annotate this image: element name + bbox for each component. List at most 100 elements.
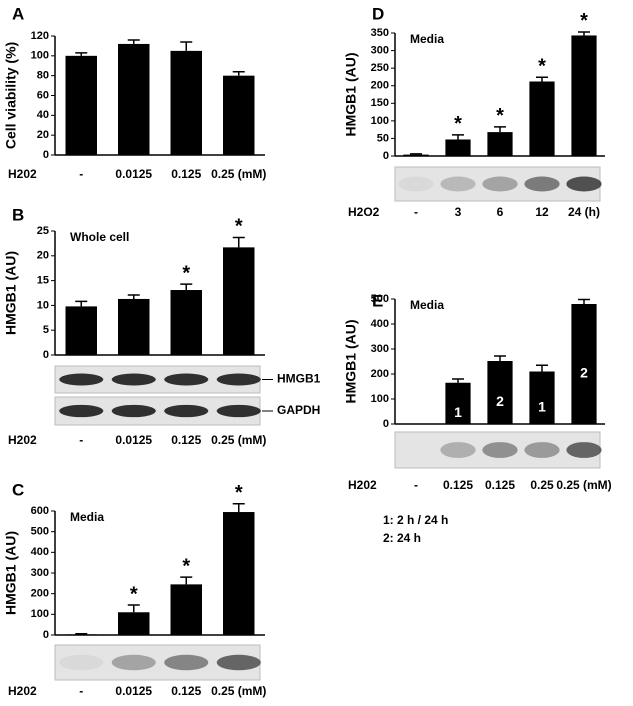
bar (403, 154, 429, 156)
panel-title: Media (410, 32, 444, 46)
x-axis-label: H202 (8, 433, 37, 447)
error-bar (127, 604, 140, 613)
panel-title: Media (70, 510, 104, 524)
error-bar (75, 300, 88, 307)
bar (223, 512, 255, 635)
error-bar (452, 134, 464, 140)
x-axis-label: H2O2 (348, 205, 380, 219)
y-tick-label: 400 (371, 318, 389, 330)
blot-band (111, 373, 156, 386)
x-tick-label: - (79, 684, 83, 698)
bar-label: 1 (538, 398, 546, 414)
y-tick-label: 100 (371, 115, 389, 127)
bar (571, 35, 597, 156)
y-tick-label: 300 (371, 44, 389, 56)
y-tick-label: 20 (37, 250, 49, 262)
bar (170, 290, 202, 355)
significance-marker: * (130, 583, 138, 605)
panel-title: Whole cell (70, 230, 129, 244)
note: 1: 2 h / 24 h (383, 513, 448, 527)
error-bar (410, 153, 422, 155)
y-tick-label: 200 (31, 588, 49, 600)
x-tick-label: 0.125 (171, 433, 201, 447)
x-tick-label: - (414, 478, 418, 492)
blot-band (216, 654, 261, 671)
note: 2: 24 h (383, 531, 421, 545)
bar (445, 139, 471, 156)
y-tick-label: 5 (43, 324, 49, 336)
error-bar (180, 576, 193, 585)
panel-letter: B (12, 205, 24, 224)
x-tick-label: 0.25 (mM) (211, 684, 266, 698)
y-tick-label: 10 (37, 299, 49, 311)
x-tick-label: 6 (497, 205, 504, 219)
blot-band (398, 176, 434, 192)
bar (170, 584, 202, 635)
blot-band (164, 654, 209, 671)
error-bar (578, 31, 590, 36)
bar (65, 634, 97, 635)
significance-marker: * (538, 56, 546, 78)
bar (445, 382, 471, 424)
error-bar (578, 298, 590, 304)
bar (170, 50, 202, 155)
panel-letter: D (372, 4, 384, 23)
blot-band (164, 373, 209, 386)
x-tick-label: 0.25 (mM) (211, 433, 266, 447)
y-tick-label: 80 (37, 70, 49, 82)
error-bar (232, 503, 245, 513)
x-tick-label: 12 (535, 205, 549, 219)
blot-band (216, 373, 261, 386)
error-bar (75, 633, 88, 635)
error-bar (232, 70, 245, 76)
blot-label: HMGB1 (277, 372, 321, 386)
y-tick-label: 200 (371, 80, 389, 92)
bar (487, 361, 513, 424)
blot-label: GAPDH (277, 403, 320, 417)
y-tick-label: 100 (31, 608, 49, 620)
panel-letter: C (12, 480, 24, 499)
bar-label: 2 (496, 393, 504, 409)
error-bar (180, 283, 193, 291)
y-tick-label: 500 (31, 526, 49, 538)
x-tick-label: 24 (h) (568, 205, 600, 219)
x-tick-label: 3 (455, 205, 462, 219)
blot-background (394, 166, 601, 202)
significance-marker: * (496, 105, 504, 127)
x-tick-label: 0.0125 (115, 684, 152, 698)
significance-marker: * (182, 262, 190, 284)
bar (223, 75, 255, 155)
bar (487, 132, 513, 156)
y-tick-label: 20 (37, 129, 49, 141)
y-tick-label: 0 (383, 150, 389, 162)
error-bar (127, 294, 140, 299)
blot-band (566, 176, 602, 192)
bar (529, 81, 555, 156)
y-tick-label: 50 (377, 132, 389, 144)
error-bar (494, 355, 506, 361)
bar (65, 55, 97, 156)
y-axis-label: Cell viability (%) (3, 42, 19, 149)
bar (571, 304, 597, 424)
x-tick-label: 0.125 (443, 478, 473, 492)
significance-marker: * (182, 555, 190, 577)
y-tick-label: 100 (31, 50, 49, 62)
blot-band (111, 654, 156, 671)
x-tick-label: 0.125 (171, 167, 201, 181)
blot-band (59, 654, 104, 671)
error-bar (75, 52, 88, 56)
y-tick-label: 60 (37, 89, 49, 101)
x-axis-label: H202 (8, 684, 37, 698)
blot-band (440, 176, 476, 192)
bar (223, 247, 255, 355)
blot-band (59, 373, 104, 386)
x-tick-label: 0.0125 (115, 433, 152, 447)
x-tick-label: - (414, 205, 418, 219)
significance-marker: * (235, 216, 243, 238)
x-tick-label: - (79, 433, 83, 447)
x-tick-label: 0.125 (485, 478, 515, 492)
error-bar (494, 126, 506, 133)
y-tick-label: 500 (371, 293, 389, 305)
y-tick-label: 100 (371, 393, 389, 405)
significance-marker: * (454, 113, 462, 135)
